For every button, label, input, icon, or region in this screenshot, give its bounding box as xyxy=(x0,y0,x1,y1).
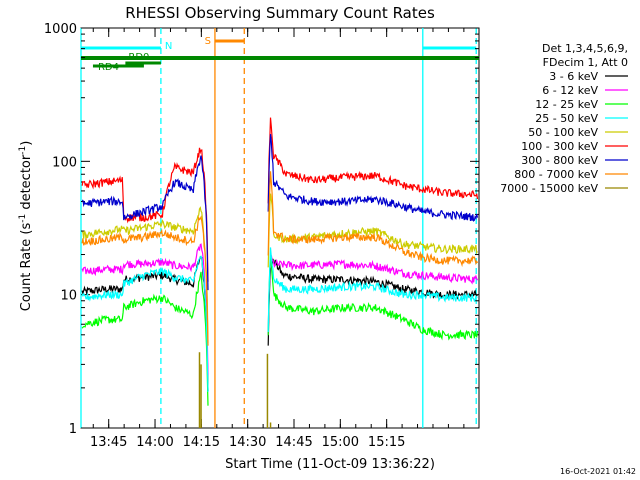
y-tick-label-0: 1 xyxy=(69,422,77,437)
x-tick-label-0: 13:45 xyxy=(90,435,127,450)
legend-title-line-1: FDecim 1, Att 0 xyxy=(543,56,628,69)
state-bar-label-3: RD4 xyxy=(98,62,119,73)
legend-title-line-0: Det 1,3,4,5,6,9, xyxy=(542,42,628,55)
series-line-0 xyxy=(81,256,478,392)
y-tick-label-3: 1000 xyxy=(44,22,77,37)
footer-date: 16-Oct-2021 01:42 xyxy=(560,467,636,476)
x-tick-label-4: 14:45 xyxy=(275,435,312,450)
series-line-7 xyxy=(81,171,479,346)
plot-area: NRD0RD4S110100100013:4514:0014:1514:3014… xyxy=(44,22,480,450)
x-axis-label: Start Time (11-Oct-09 13:36:22) xyxy=(225,457,435,472)
series-line-1 xyxy=(81,243,479,376)
series-line-3 xyxy=(81,247,478,392)
legend-label-8: 7000 - 15000 keV xyxy=(500,182,598,195)
series-line-6 xyxy=(81,134,479,291)
chart-title: RHESSI Observing Summary Count Rates xyxy=(125,4,435,22)
legend-label-7: 800 - 7000 keV xyxy=(514,168,598,181)
legend: Det 1,3,4,5,6,9,FDecim 1, Att 03 - 6 keV… xyxy=(500,42,628,195)
legend-label-0: 3 - 6 keV xyxy=(549,70,598,83)
state-bar-label-0: N xyxy=(165,41,172,52)
state-bar-label-5: S xyxy=(205,36,211,47)
x-tick-label-2: 14:15 xyxy=(183,435,220,450)
legend-label-5: 100 - 300 keV xyxy=(521,140,598,153)
series-line-2 xyxy=(81,256,479,406)
x-tick-label-3: 14:30 xyxy=(229,435,266,450)
y-axis-label: Count Rate (s-1 detector-1) xyxy=(18,141,34,312)
y-tick-label-1: 10 xyxy=(60,289,77,304)
x-tick-label-6: 15:15 xyxy=(368,435,405,450)
legend-label-2: 12 - 25 keV xyxy=(535,98,598,111)
series-line-5 xyxy=(81,117,479,282)
legend-label-4: 50 - 100 keV xyxy=(528,126,598,139)
legend-label-3: 25 - 50 keV xyxy=(535,112,598,125)
legend-label-6: 300 - 800 keV xyxy=(521,154,598,167)
x-tick-label-5: 15:00 xyxy=(322,435,359,450)
y-tick-label-2: 100 xyxy=(52,155,77,170)
x-tick-label-1: 14:00 xyxy=(136,435,173,450)
legend-label-1: 6 - 12 keV xyxy=(542,84,598,97)
